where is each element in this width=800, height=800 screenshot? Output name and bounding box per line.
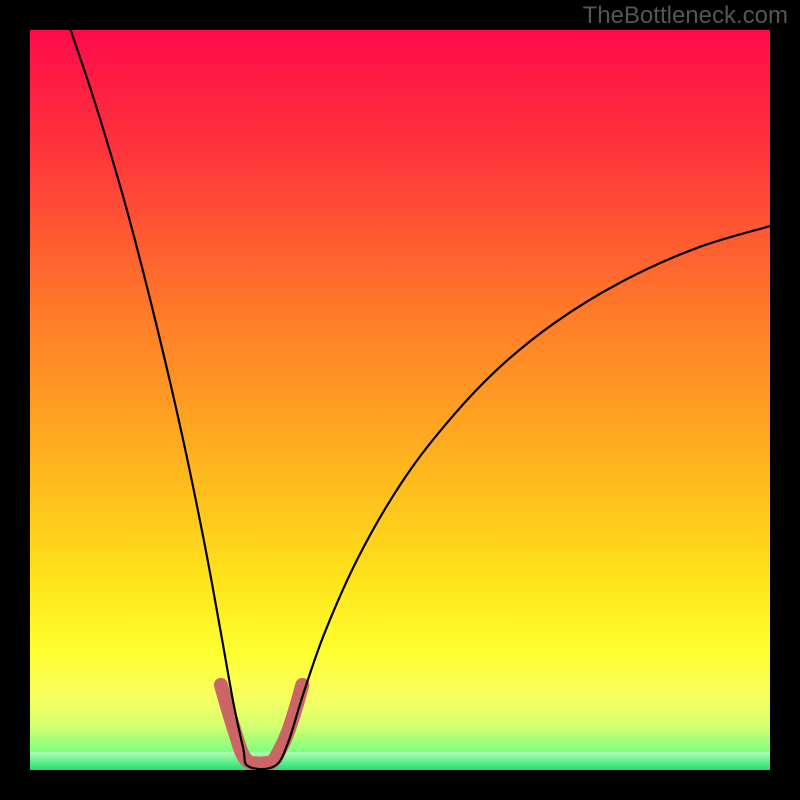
watermark-text: TheBottleneck.com [583, 2, 788, 30]
chart-canvas: TheBottleneck.com [0, 0, 800, 800]
bottleneck-curve [71, 30, 770, 769]
plot-area [30, 30, 770, 770]
curve-layer [30, 30, 770, 770]
